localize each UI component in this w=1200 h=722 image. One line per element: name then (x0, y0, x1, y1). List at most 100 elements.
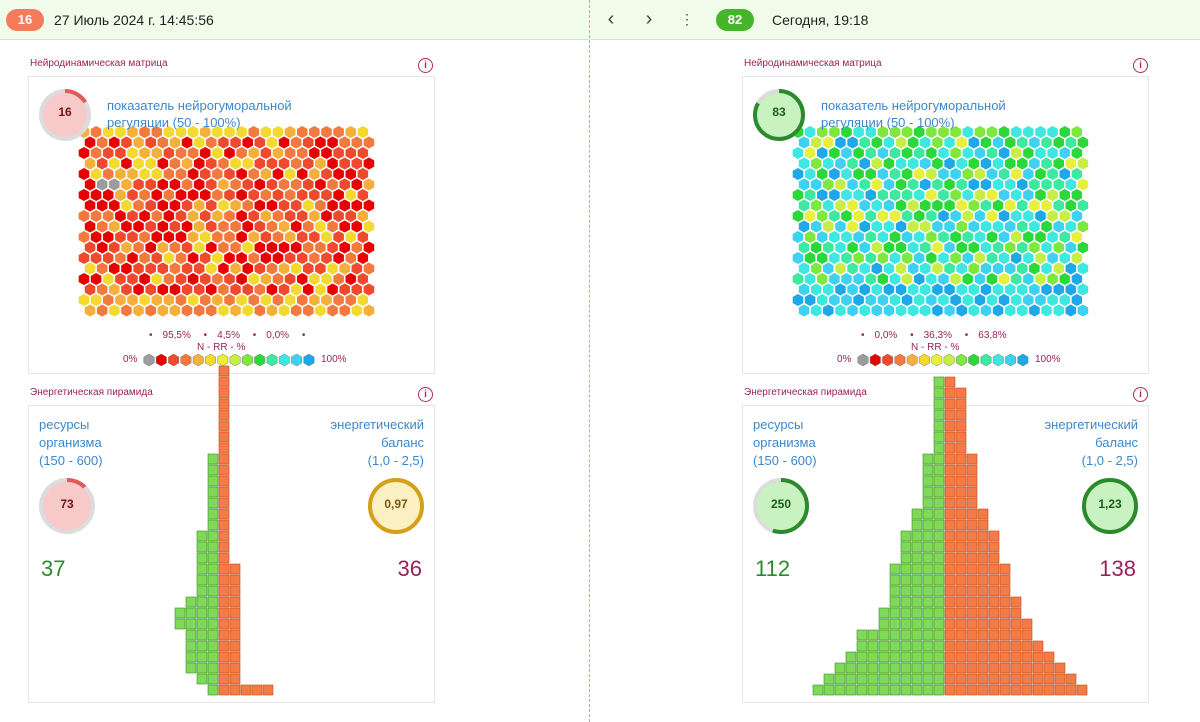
hex-cell (1076, 198, 1089, 213)
pyramid-cell-orange (955, 508, 967, 520)
hex-cell (181, 198, 193, 213)
pyramid-cell-orange (955, 651, 967, 663)
pyramid-cell-green (922, 629, 934, 641)
hex-cell (169, 240, 181, 255)
hex-cell (852, 293, 865, 307)
hex-cell (883, 177, 895, 192)
hex-cell (1052, 303, 1065, 318)
pyramid-cell-orange (977, 640, 989, 652)
scale-swatch (857, 353, 869, 367)
pyramid-cell-orange (218, 651, 230, 663)
hex-cell (229, 219, 242, 234)
hex-cell (102, 188, 115, 202)
scale-swatch (192, 353, 204, 367)
hex-cell (308, 125, 321, 139)
next-chevron-icon[interactable]: › (645, 8, 653, 30)
hex-cell (870, 261, 883, 276)
hex-cell (290, 177, 303, 192)
matrix-info-icon-right[interactable]: i (1133, 58, 1148, 73)
scale-swatch (241, 353, 253, 367)
hex-cell (907, 282, 920, 297)
hex-cell (211, 251, 224, 265)
pyramid-cell-green (856, 629, 868, 641)
hex-cell (937, 209, 950, 223)
pyramid-cell-orange (229, 629, 241, 641)
pyramid-cell-green (889, 563, 901, 575)
hex-cell (919, 135, 932, 150)
hex-cell (870, 303, 883, 318)
scale-swatch (992, 353, 1004, 367)
more-menu-icon[interactable]: ⋮ (680, 11, 694, 27)
hex-cell (229, 198, 242, 213)
pyramid-cell-green (900, 651, 912, 663)
matrix-info-icon[interactable]: i (418, 58, 433, 73)
hex-cell (247, 188, 260, 202)
pyramid-cell-green (889, 618, 901, 630)
hex-cell (284, 167, 296, 181)
hex-cell (913, 125, 926, 139)
hex-cell (852, 188, 865, 202)
hex-cell (126, 272, 139, 286)
hex-cell (943, 240, 956, 255)
hex-cell (296, 146, 309, 160)
pyramid-cell-green (933, 453, 945, 465)
hex-cell (308, 251, 321, 265)
neuro-matrix-hexgrid-right (792, 125, 1089, 318)
pyramid-cell-green (922, 574, 934, 586)
pyramid-cell-green (922, 541, 934, 553)
hex-cell (362, 303, 375, 318)
hex-cell (211, 230, 224, 244)
hex-cell (1028, 240, 1041, 255)
balance-label-right: энергетический баланс (1,0 - 2,5) (1044, 417, 1138, 468)
hex-cell (1046, 125, 1059, 139)
hex-cell (114, 293, 127, 307)
hex-cell (974, 146, 986, 160)
pyramid-cell-green (867, 640, 879, 652)
neuro-gauge-value: 16 (58, 105, 72, 119)
pyramid-cell-orange (966, 651, 978, 663)
hex-cell (1058, 209, 1071, 223)
pyramid-cell-orange (944, 431, 956, 443)
hex-cell (937, 293, 950, 307)
pyramid-cell-green (207, 596, 219, 608)
hex-cell (967, 177, 980, 192)
hex-cell (1034, 209, 1047, 223)
hex-cell (1010, 230, 1023, 244)
prev-chevron-icon[interactable]: ‹ (607, 8, 615, 30)
pyramid-cell-orange (944, 618, 956, 630)
hex-cell (980, 198, 992, 213)
pyramid-cell-orange (944, 475, 956, 487)
hex-cell (247, 146, 260, 160)
pyramid-cell-orange (988, 596, 1000, 608)
pyramid-cell-orange (218, 640, 230, 652)
pyramid-cell-orange (1010, 629, 1022, 641)
left-total: 37 (41, 556, 66, 581)
pyramid-info-icon-right[interactable]: i (1133, 387, 1148, 402)
pyramid-info-icon[interactable]: i (418, 387, 433, 402)
hex-cell (913, 209, 926, 223)
pyramid-cell-green (900, 541, 912, 553)
hex-cell (120, 177, 133, 192)
pyramid-cell-orange (988, 530, 1000, 542)
hex-cell (980, 282, 992, 297)
pyramid-cell-orange (944, 464, 956, 476)
pyramid-cell-orange (988, 585, 1000, 597)
pyramid-cell-orange (988, 629, 1000, 641)
hex-cell (193, 156, 206, 171)
hex-cell (96, 219, 109, 234)
hex-cell (895, 135, 907, 150)
hex-cell (834, 198, 847, 213)
hex-cell (980, 219, 992, 234)
hex-cell (1022, 293, 1035, 307)
pyramid-cell-orange (1010, 684, 1022, 696)
hex-cell (955, 156, 968, 171)
hex-cell (828, 251, 841, 265)
hex-cell (296, 230, 309, 244)
pyramid-cell-green (207, 519, 219, 531)
hex-cell (362, 198, 375, 213)
hex-cell (320, 251, 333, 265)
hex-cell (278, 156, 290, 171)
hex-cell (290, 303, 303, 318)
hex-cell (895, 219, 907, 234)
hex-cell (272, 167, 284, 181)
